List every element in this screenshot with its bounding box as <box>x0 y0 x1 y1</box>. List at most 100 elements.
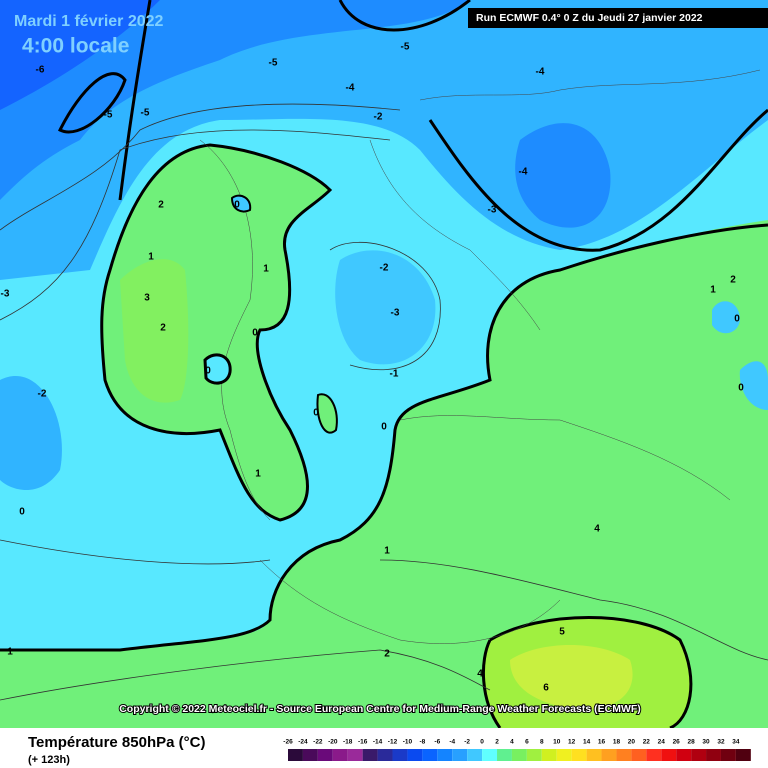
scale-swatch <box>407 749 423 761</box>
coldest-region <box>0 0 160 110</box>
scale-swatch <box>302 749 318 761</box>
scale-swatch <box>437 749 453 761</box>
legend-bar <box>0 728 768 768</box>
coastlines <box>199 69 761 644</box>
contour-label: 0 <box>252 328 258 339</box>
scale-label: -2 <box>464 739 470 746</box>
legend-title: Température 850hPa (°C) <box>28 734 205 751</box>
contour-label: 0 <box>234 200 240 211</box>
scale-label: 10 <box>553 739 561 746</box>
scale-label: -6 <box>434 739 440 746</box>
contour-label: -1 <box>390 369 399 380</box>
scale-label: 18 <box>613 739 621 746</box>
contour-label: 6 <box>543 683 549 694</box>
contour-label: -4 <box>346 83 355 94</box>
contour-label: -5 <box>401 42 410 53</box>
scale-swatch <box>631 749 647 761</box>
zero-contour <box>0 223 768 652</box>
scale-label: 12 <box>568 739 576 746</box>
cold-pocket <box>712 301 740 334</box>
scale-swatch <box>511 749 527 761</box>
scale-swatch <box>497 749 512 761</box>
minus-five-contour <box>428 108 768 252</box>
scale-label: -12 <box>388 739 398 746</box>
scale-label: 16 <box>598 739 606 746</box>
scale-swatch <box>452 749 468 761</box>
cold-pool-sea <box>335 250 436 365</box>
contour-label: 1 <box>255 469 261 480</box>
contour-label: 1 <box>7 647 13 658</box>
contour-label: -4 <box>519 167 528 178</box>
cold-pocket <box>739 361 768 410</box>
contour-label: 1 <box>148 252 154 263</box>
scale-label: 28 <box>687 739 695 746</box>
contour-label: -2 <box>374 112 383 123</box>
contour-label: 2 <box>384 649 390 660</box>
scale-swatch <box>467 749 483 761</box>
warm-core <box>120 259 189 403</box>
main-contours <box>0 0 768 730</box>
scale-label: 8 <box>540 739 544 746</box>
contour-label: 0 <box>313 408 319 419</box>
contour-label: 0 <box>738 383 744 394</box>
scale-swatch <box>541 749 557 761</box>
scale-swatch <box>556 749 572 761</box>
scale-label: 4 <box>510 739 514 746</box>
scale-label: -8 <box>419 739 425 746</box>
scale-swatch <box>661 749 677 761</box>
contour-label: 2 <box>158 200 164 211</box>
date: Mardi 1 février 2022 <box>14 13 164 30</box>
copyright: Copyright © 2022 Meteociel.fr - Source E… <box>119 703 641 715</box>
contour-label: -3 <box>1 289 10 300</box>
contour-label: -6 <box>36 65 45 76</box>
warm-land <box>101 145 330 520</box>
contour-label: 1 <box>384 546 390 557</box>
scale-label: 34 <box>732 739 740 746</box>
minus-five-contour <box>338 0 471 32</box>
minus-five-contour <box>118 0 152 201</box>
lead-time: (+ 123h) <box>28 754 70 766</box>
scale-swatch <box>422 749 438 761</box>
run-banner <box>468 8 768 28</box>
scale-label: 2 <box>495 739 499 746</box>
five-contour <box>481 616 693 730</box>
run-info: Run ECMWF 0.4° 0 Z du Jeudi 27 janvier 2… <box>476 12 703 24</box>
contour-labels: -6 -5 -5 -5 -5 -4 -2 -4 -4 -3 -2 -3 -1 0 0 0 0 2 1 1 3 2 0 1 -3 -… <box>1 42 745 694</box>
scale-label: 6 <box>525 739 529 746</box>
scale-label: -18 <box>343 739 353 746</box>
scale-swatch <box>526 749 542 761</box>
scale-label: -20 <box>328 739 338 746</box>
contour-label: -2 <box>38 389 47 400</box>
scale-swatch <box>586 749 602 761</box>
contour-label: -3 <box>488 205 497 216</box>
scale-label: 32 <box>717 739 725 746</box>
contour-label: -5 <box>141 108 150 119</box>
contour-label: 5 <box>559 627 565 638</box>
scale-swatch <box>601 749 617 761</box>
contour-label: 0 <box>19 507 25 518</box>
contour-label: 2 <box>730 275 736 286</box>
scale-label: 20 <box>628 739 636 746</box>
contour-label: -3 <box>391 308 400 319</box>
scale-label: 24 <box>658 739 666 746</box>
scale-swatch <box>288 749 303 761</box>
scale-swatch <box>362 749 378 761</box>
scale-swatch <box>646 749 662 761</box>
zero-contour <box>100 143 333 522</box>
scale-swatch <box>616 749 632 761</box>
cold-pool <box>515 123 611 228</box>
warm-region <box>0 220 768 728</box>
scale-label: -24 <box>298 739 308 746</box>
scale-swatch <box>482 749 498 761</box>
island-contour <box>230 194 252 213</box>
contour-label: 4 <box>594 524 600 535</box>
scale-swatch <box>377 749 393 761</box>
colder-region <box>0 0 470 200</box>
scale-swatch <box>676 749 692 761</box>
island-contour <box>203 353 232 385</box>
cold-west <box>0 376 62 490</box>
color-scale: -26 -24 -22 -20 -18 -16 -14 -12 -10 -8 -6 -4 -2 0 2 4 6 8… <box>283 739 751 761</box>
scale-swatch <box>347 749 363 761</box>
contour-label: -2 <box>380 263 389 274</box>
